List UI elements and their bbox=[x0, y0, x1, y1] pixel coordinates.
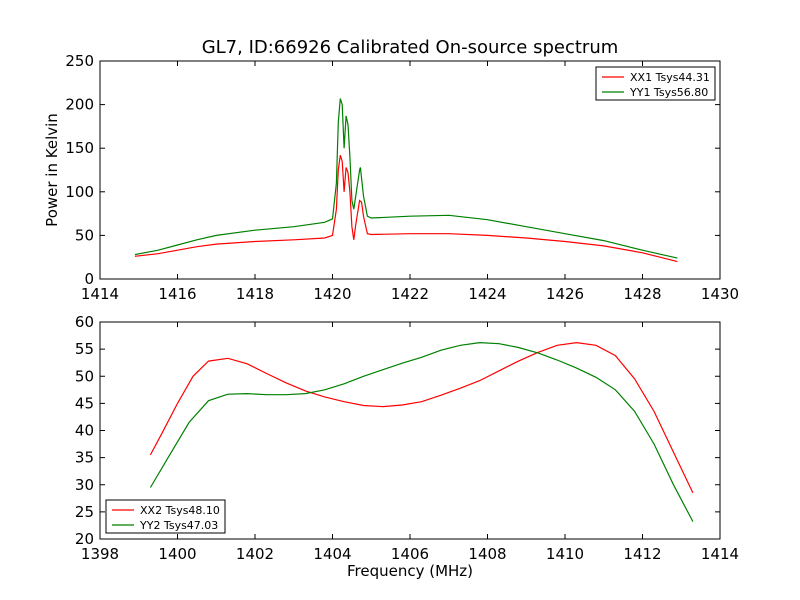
y-tick-label: 100 bbox=[65, 183, 94, 201]
x-tick-label: 1422 bbox=[391, 285, 429, 303]
y-tick-label: 30 bbox=[75, 476, 94, 494]
y-tick-label: 25 bbox=[75, 503, 94, 521]
y-tick-label: 60 bbox=[75, 313, 94, 331]
legend-entry: YY1 Tsys56.80 bbox=[629, 86, 708, 99]
y-tick-label: 40 bbox=[75, 422, 94, 440]
legend-entry: XX1 Tsys44.31 bbox=[630, 71, 710, 84]
series-line-xx bbox=[134, 155, 678, 263]
x-tick-label: 1414 bbox=[701, 545, 739, 563]
y-tick-label: 20 bbox=[75, 530, 94, 548]
x-tick-label: 1424 bbox=[468, 285, 506, 303]
bottom-plot: 1398 1400 1402 1404 1406 1408 1410 1412 1414 20 25… bbox=[75, 313, 739, 580]
x-tick-label: 1420 bbox=[313, 285, 351, 303]
x-tick-label: 1402 bbox=[236, 545, 274, 563]
y-tick-label: 150 bbox=[65, 139, 94, 157]
y-tick-label: 250 bbox=[65, 52, 94, 70]
series-line-yy bbox=[134, 98, 678, 259]
series-line-xx bbox=[149, 341, 694, 494]
legend: XX1 Tsys44.31 YY1 Tsys56.80 bbox=[595, 66, 716, 101]
y-tick-label: 0 bbox=[84, 270, 94, 288]
y-tick-label: 35 bbox=[75, 449, 94, 467]
x-tick-label: 1414 bbox=[81, 285, 119, 303]
x-tick-label: 1406 bbox=[391, 545, 429, 563]
x-tick-label: 1416 bbox=[158, 285, 196, 303]
y-tick-label: 55 bbox=[75, 340, 94, 358]
x-tick-label: 1404 bbox=[313, 545, 351, 563]
legend-box bbox=[105, 499, 226, 534]
x-tick-label: 1398 bbox=[81, 545, 119, 563]
legend-entry: XX2 Tsys48.10 bbox=[140, 504, 220, 517]
x-tick-label: 1410 bbox=[546, 545, 584, 563]
x-tick-label: 1400 bbox=[158, 545, 196, 563]
x-tick-label: 1426 bbox=[546, 285, 584, 303]
y-tick-label: 45 bbox=[75, 394, 94, 412]
x-tick-label: 1412 bbox=[623, 545, 661, 563]
x-tick-label: 1418 bbox=[236, 285, 274, 303]
y-tick-label: 200 bbox=[65, 96, 94, 114]
y-axis-label: Power in Kelvin bbox=[43, 113, 61, 227]
figure-title: GL7, ID:66926 Calibrated On-source spect… bbox=[202, 37, 619, 58]
legend-entry: YY2 Tsys47.03 bbox=[139, 519, 218, 532]
legend: XX2 Tsys48.10 YY2 Tsys47.03 bbox=[105, 499, 226, 534]
y-tick-label: 50 bbox=[75, 226, 94, 244]
top-plot: 1414 1416 1418 1420 1422 1424 1426 1428 1430 0 50 1… bbox=[43, 52, 739, 303]
legend-box bbox=[595, 66, 716, 101]
x-tick-label: 1408 bbox=[468, 545, 506, 563]
x-tick-label: 1430 bbox=[701, 285, 739, 303]
y-tick-label: 50 bbox=[75, 367, 94, 385]
series-line-yy bbox=[149, 341, 694, 522]
x-tick-label: 1428 bbox=[623, 285, 661, 303]
x-axis-label: Frequency (MHz) bbox=[347, 562, 473, 580]
